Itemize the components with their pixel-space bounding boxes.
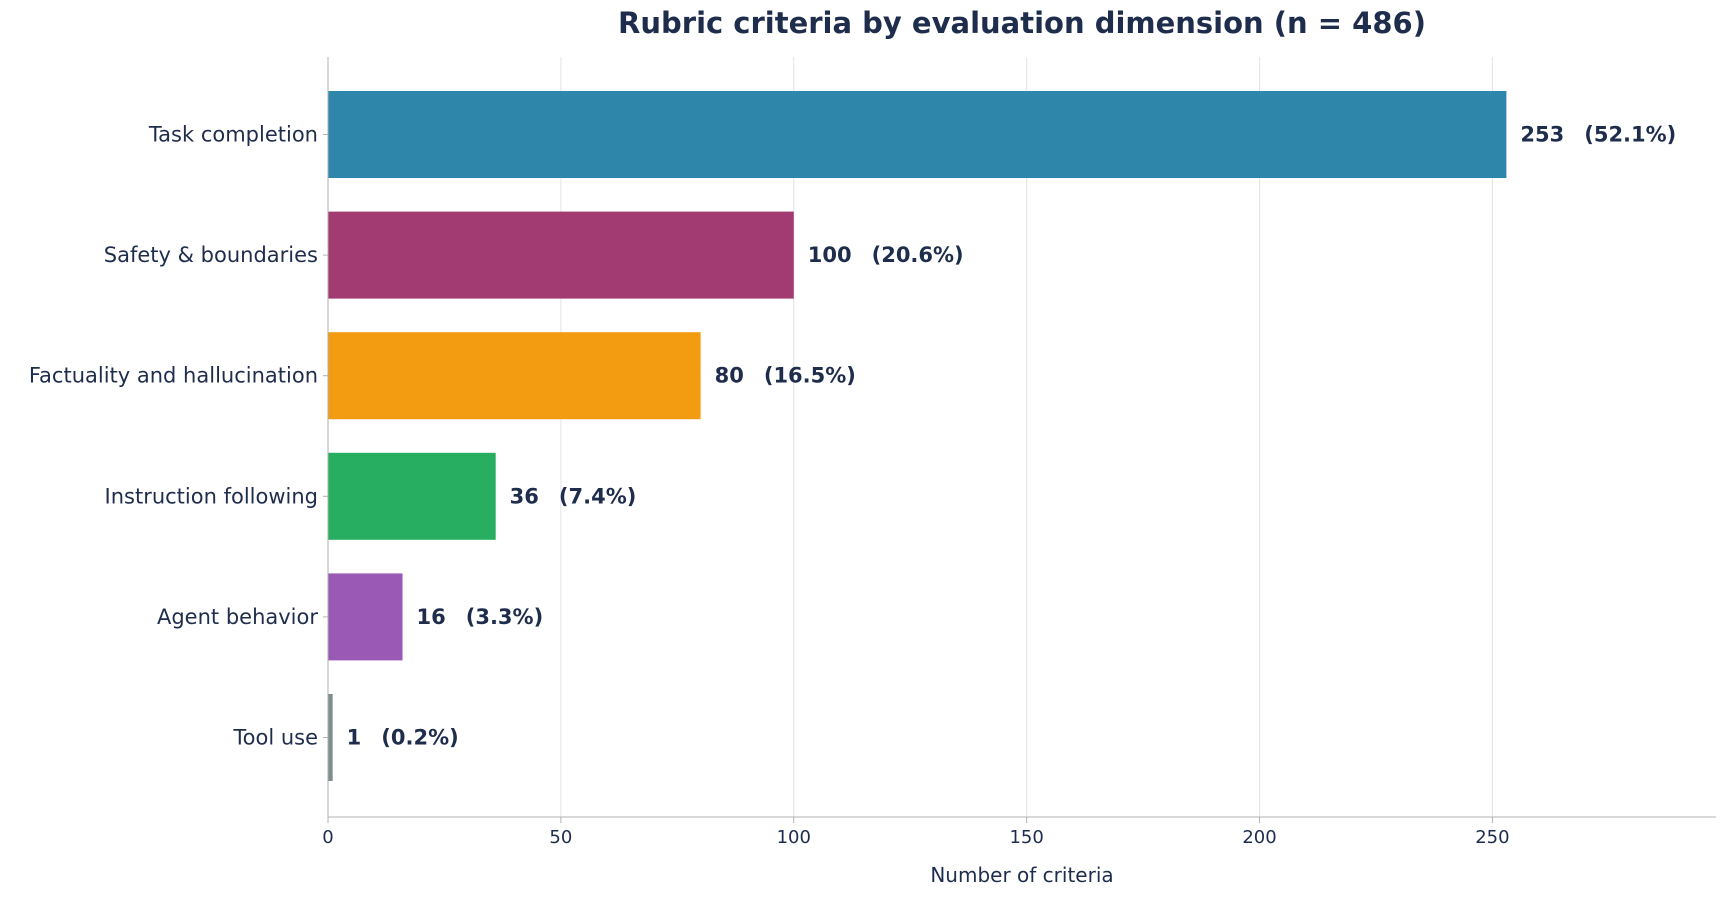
value-label: 253 (52.1%) — [1520, 123, 1676, 147]
value-count: 36 — [510, 484, 539, 508]
value-label: 80 (16.5%) — [715, 364, 856, 388]
category-label: Factuality and hallucination — [29, 364, 318, 388]
bar-layer — [328, 91, 1507, 781]
value-label: 1 (0.2%) — [347, 726, 459, 750]
value-count: 100 — [808, 243, 852, 267]
category-label: Safety & boundaries — [104, 243, 318, 267]
category-label: Tool use — [232, 726, 318, 750]
x-tick-label: 100 — [777, 827, 811, 848]
x-tick-label: 0 — [322, 827, 333, 848]
x-axis-label: Number of criteria — [930, 863, 1113, 887]
x-tick-label: 250 — [1475, 827, 1509, 848]
value-count: 253 — [1520, 123, 1564, 147]
value-percent: (7.4%) — [559, 484, 636, 508]
x-tick-label: 150 — [1009, 827, 1043, 848]
value-count: 1 — [347, 726, 362, 750]
bar-factuality-and-hallucination — [328, 332, 701, 420]
bar-instruction-following — [328, 452, 496, 540]
category-label: Instruction following — [105, 484, 318, 508]
value-percent: (52.1%) — [1584, 123, 1676, 147]
bar-agent-behavior — [328, 573, 403, 661]
value-percent: (20.6%) — [872, 243, 964, 267]
value-percent: (16.5%) — [764, 364, 856, 388]
bar-task-completion — [328, 91, 1507, 178]
category-label: Task completion — [148, 123, 318, 147]
x-tick-label: 200 — [1242, 827, 1276, 848]
bar-tool-use — [328, 694, 333, 781]
value-count: 80 — [715, 364, 744, 388]
value-percent: (0.2%) — [381, 726, 458, 750]
value-percent: (3.3%) — [466, 605, 543, 629]
value-label: 16 (3.3%) — [417, 605, 544, 629]
value-label: 100 (20.6%) — [808, 243, 964, 267]
x-tick-label: 50 — [549, 827, 572, 848]
value-label: 36 (7.4%) — [510, 484, 637, 508]
category-label: Agent behavior — [157, 605, 318, 629]
label-layer: 0 50 100 150 200 250 Task completion 253 (52.1%)… — [29, 123, 1676, 849]
value-count: 16 — [417, 605, 446, 629]
bar-safety-boundaries — [328, 211, 794, 299]
grid-layer — [323, 57, 1493, 823]
chart-title: Rubric criteria by evaluation dimension … — [618, 6, 1426, 40]
axis-layer — [327, 57, 1716, 818]
